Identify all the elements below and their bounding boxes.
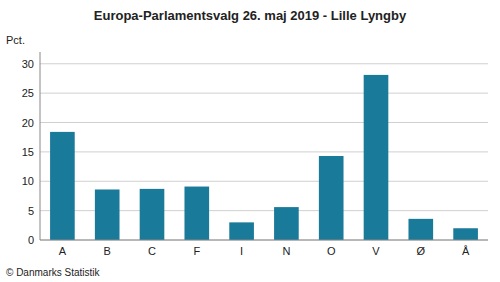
y-tick-label: 25: [22, 87, 34, 99]
x-tick-label: Å: [462, 245, 470, 257]
bar: [95, 189, 120, 240]
chart-container: Europa-Parlamentsvalg 26. maj 2019 - Lil…: [0, 0, 500, 282]
x-tick-label: I: [240, 245, 243, 257]
x-tick-label: O: [327, 245, 336, 257]
grid-line: [40, 122, 488, 123]
y-tick-label: 10: [22, 175, 34, 187]
grid-line: [40, 181, 488, 182]
x-tick-label: A: [59, 245, 67, 257]
y-axis-line: [40, 52, 41, 240]
y-axis-label: Pct.: [6, 34, 25, 46]
bar: [453, 228, 478, 240]
y-tick-label: 0: [28, 234, 34, 246]
x-tick-label: F: [193, 245, 200, 257]
x-tick-label: Ø: [417, 245, 426, 257]
y-tick-label: 15: [22, 146, 34, 158]
bar: [229, 222, 254, 240]
grid-line: [40, 151, 488, 152]
bar: [184, 187, 209, 240]
x-tick-label: N: [282, 245, 290, 257]
grid-line: [40, 63, 488, 64]
x-tick-label: V: [372, 245, 380, 257]
y-tick-label: 5: [28, 205, 34, 217]
y-tick-label: 30: [22, 58, 34, 70]
grid: [40, 64, 488, 240]
chart-svg: Europa-Parlamentsvalg 26. maj 2019 - Lil…: [0, 0, 500, 282]
bar: [140, 189, 165, 240]
y-tick-label: 20: [22, 117, 34, 129]
x-tick-label: C: [148, 245, 156, 257]
bar: [364, 75, 389, 240]
grid-line: [40, 93, 488, 94]
bar: [50, 132, 75, 240]
bar: [319, 156, 344, 240]
bars: [50, 75, 478, 240]
x-tick-label: B: [104, 245, 111, 257]
footer: © Danmarks Statistik: [6, 267, 101, 278]
bar: [408, 219, 433, 240]
bar: [274, 207, 299, 240]
grid-line: [40, 240, 488, 241]
x-axis-line: [40, 240, 488, 241]
title: Europa-Parlamentsvalg 26. maj 2019 - Lil…: [94, 8, 407, 23]
